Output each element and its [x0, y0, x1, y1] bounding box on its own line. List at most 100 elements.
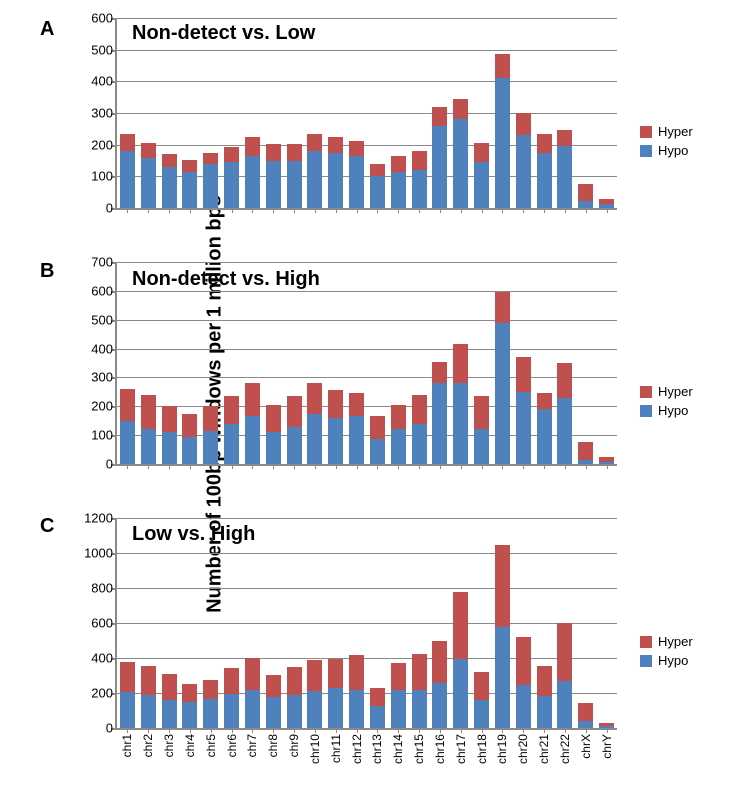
xtick-label: chr8	[266, 734, 280, 757]
bar-segment-hyper	[557, 130, 572, 146]
swatch-hyper	[640, 386, 652, 398]
ytick-label: 0	[79, 457, 113, 472]
legend-c: Hyper Hypo	[640, 630, 693, 672]
xtick-mark	[523, 464, 524, 469]
bar-segment-hyper	[578, 184, 593, 201]
xtick-label: chr11	[329, 734, 343, 763]
swatch-hypo	[640, 655, 652, 667]
xtick-label: chr12	[350, 734, 364, 764]
xtick-label: chr19	[495, 734, 509, 764]
bar-segment-hypo	[224, 424, 239, 464]
bar-segment-hyper	[287, 144, 302, 161]
bar-segment-hyper	[203, 153, 218, 164]
bar-segment-hyper	[557, 363, 572, 398]
ytick-label: 500	[79, 42, 113, 57]
bar-segment-hyper	[391, 156, 406, 171]
xtick-label: chr4	[183, 734, 197, 757]
bar-segment-hyper	[307, 134, 322, 151]
xtick-mark	[211, 464, 212, 469]
legend-a: Hyper Hypo	[640, 120, 693, 162]
xtick-mark	[211, 208, 212, 213]
bar-segment-hyper	[307, 660, 322, 692]
ytick-label: 400	[79, 651, 113, 666]
bar-segment-hyper	[599, 723, 614, 726]
ytick-label: 200	[79, 399, 113, 414]
xtick-mark	[336, 208, 337, 213]
bar-segment-hyper	[141, 143, 156, 158]
xtick-mark	[211, 728, 212, 733]
ytick-label: 1000	[79, 546, 113, 561]
bar-segment-hyper	[162, 154, 177, 167]
bar-segment-hyper	[537, 666, 552, 696]
bar-segment-hyper	[328, 659, 343, 688]
bar-segment-hyper	[516, 357, 531, 392]
ytick-label: 400	[79, 74, 113, 89]
bar-segment-hypo	[307, 414, 322, 465]
xtick-label: chr1	[120, 734, 134, 757]
swatch-hypo	[640, 145, 652, 157]
bar-segment-hypo	[328, 153, 343, 208]
bar-segment-hypo	[162, 700, 177, 728]
xtick-label: chr22	[558, 734, 572, 764]
xtick-mark	[607, 208, 608, 213]
bar-segment-hyper	[391, 663, 406, 690]
bar-segment-hypo	[432, 683, 447, 728]
xtick-mark	[482, 464, 483, 469]
xtick-label: chrX	[579, 734, 593, 759]
bar-segment-hyper	[328, 390, 343, 418]
xtick-label: chr17	[454, 734, 468, 764]
xtick-mark	[232, 464, 233, 469]
xtick-mark	[419, 464, 420, 469]
xtick-label: chrY	[600, 734, 614, 759]
bar-segment-hypo	[370, 706, 385, 728]
bar-segment-hyper	[453, 344, 468, 383]
xtick-mark	[336, 464, 337, 469]
xtick-label: chr14	[391, 734, 405, 764]
bar-segment-hyper	[474, 143, 489, 162]
bar-segment-hypo	[349, 416, 364, 464]
bar-segment-hypo	[599, 204, 614, 208]
swatch-hyper	[640, 636, 652, 648]
panel-title-c: Low vs. High	[130, 523, 257, 546]
bar-segment-hyper	[453, 592, 468, 659]
bar-segment-hyper	[349, 141, 364, 156]
plot-area-c: 020040060080010001200chr1chr2chr3chr4chr…	[115, 518, 617, 730]
xtick-mark	[502, 728, 503, 733]
bar-segment-hypo	[453, 659, 468, 728]
bar-segment-hyper	[287, 667, 302, 695]
bar-segment-hypo	[391, 429, 406, 464]
xtick-mark	[377, 208, 378, 213]
bar-segment-hypo	[578, 201, 593, 208]
legend-hyper: Hyper	[640, 634, 693, 649]
xtick-mark	[544, 728, 545, 733]
xtick-mark	[127, 464, 128, 469]
bar-segment-hyper	[287, 396, 302, 426]
ytick-label: 200	[79, 686, 113, 701]
xtick-mark	[482, 208, 483, 213]
plot-area-b: 0100200300400500600700	[115, 262, 617, 466]
bar-segment-hyper	[599, 457, 614, 462]
xtick-mark	[461, 464, 462, 469]
bar-segment-hypo	[307, 151, 322, 208]
xtick-mark	[169, 208, 170, 213]
bar-segment-hypo	[203, 699, 218, 728]
bar-segment-hyper	[537, 134, 552, 153]
bar-segment-hyper	[495, 292, 510, 322]
xtick-mark	[440, 464, 441, 469]
xtick-mark	[502, 464, 503, 469]
ytick-label: 700	[79, 255, 113, 270]
bar-segment-hyper	[182, 684, 197, 702]
bar-segment-hypo	[224, 694, 239, 728]
bar-segment-hyper	[391, 405, 406, 430]
bar-segment-hyper	[432, 641, 447, 684]
bar-segment-hyper	[120, 389, 135, 421]
legend-hypo: Hypo	[640, 403, 693, 418]
bar-segment-hypo	[412, 690, 427, 728]
panel-label-a: A	[40, 18, 54, 41]
xtick-mark	[273, 464, 274, 469]
bar-segment-hypo	[495, 627, 510, 728]
xtick-mark	[357, 728, 358, 733]
xtick-mark	[294, 464, 295, 469]
xtick-mark	[523, 208, 524, 213]
figure: Number of 100bp windows per 1 million bp…	[0, 0, 753, 807]
